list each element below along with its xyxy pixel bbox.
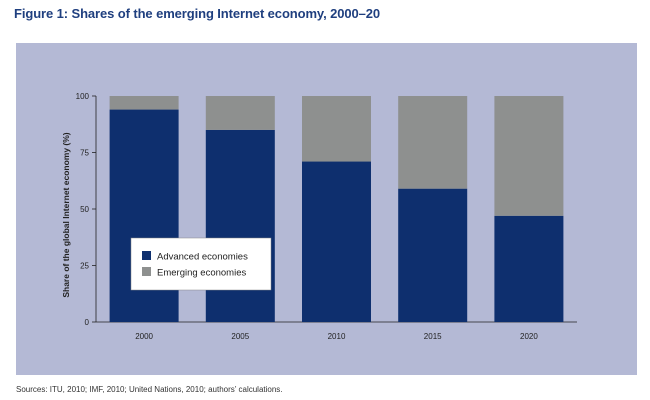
bar-emerging-2015 [398, 96, 468, 189]
bar-emerging-2005 [205, 96, 275, 130]
figure-title: Figure 1: Shares of the emerging Interne… [14, 6, 381, 21]
y-axis-label: Share of the global Internet economy (%) [61, 132, 71, 297]
legend-swatch-advanced [142, 251, 151, 260]
x-tick-label: 2005 [231, 332, 249, 341]
bar-advanced-2015 [398, 188, 468, 322]
y-tick-label: 25 [80, 262, 89, 271]
y-tick-label: 100 [76, 92, 90, 101]
bar-emerging-2020 [494, 96, 564, 216]
x-tick-label: 2015 [424, 332, 442, 341]
stacked-bar-chart: 0 25 50 75 100 2000 2005 2010 2015 2020 Share of … [61, 92, 577, 341]
chart-ticks: 0 25 50 75 100 2000 2005 2010 2015 2020 [76, 92, 539, 341]
legend-label-advanced: Advanced economies [157, 252, 248, 263]
x-tick-label: 2000 [135, 332, 153, 341]
x-tick-label: 2010 [328, 332, 346, 341]
bar-advanced-2010 [302, 161, 371, 322]
source-note: Sources: ITU, 2010; IMF, 2010; United Na… [16, 385, 283, 394]
y-tick-label: 75 [80, 149, 89, 158]
x-tick-label: 2020 [520, 332, 538, 341]
bar-advanced-2020 [494, 215, 564, 322]
legend-swatch-emerging [142, 267, 151, 276]
bar-emerging-2010 [302, 96, 371, 162]
bar-emerging-2000 [109, 96, 179, 110]
legend-box [130, 237, 272, 291]
bar-advanced-2005 [205, 129, 275, 322]
legend-label-emerging: Emerging economies [157, 268, 246, 279]
y-tick-label: 50 [80, 205, 89, 214]
y-tick-label: 0 [85, 318, 90, 327]
chart-legend: Advanced economies Emerging economies [130, 237, 272, 291]
